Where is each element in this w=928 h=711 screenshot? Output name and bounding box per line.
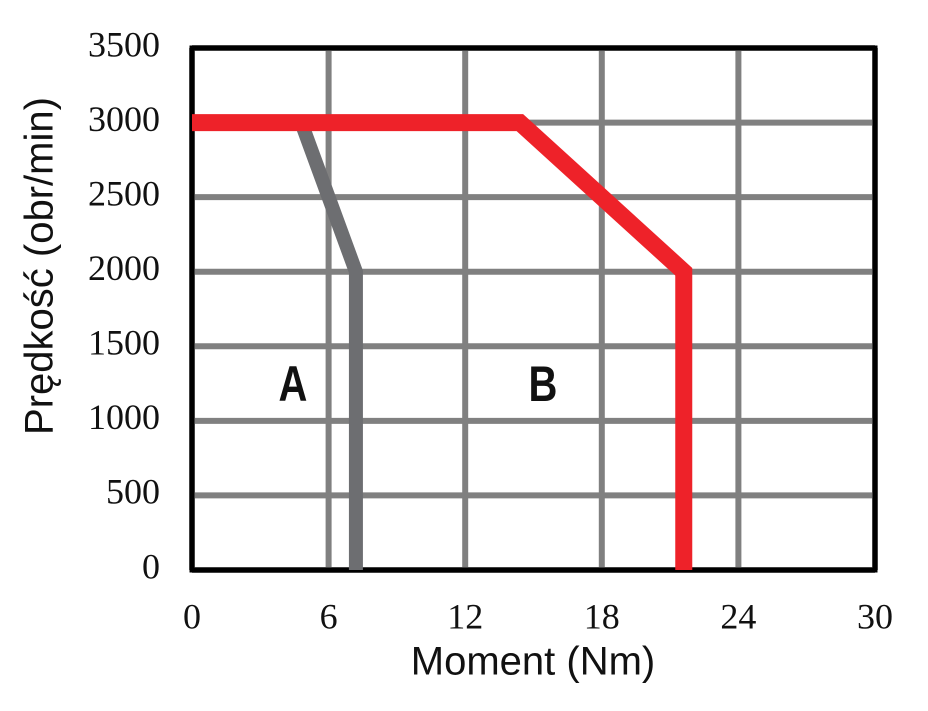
x-axis-title: Moment (Nm) — [411, 640, 655, 684]
x-tick-label: 18 — [584, 596, 620, 636]
y-tick-label: 1000 — [88, 397, 160, 437]
x-tick-label: 24 — [720, 596, 756, 636]
annotation: B — [529, 356, 558, 412]
y-tick-label: 2000 — [88, 248, 160, 288]
y-tick-label: 2500 — [88, 173, 160, 213]
x-tick-label: 12 — [447, 596, 483, 636]
series-line — [294, 120, 363, 570]
series-line — [192, 114, 693, 570]
annotation: A — [279, 356, 308, 412]
y-tick-label: 0 — [142, 546, 160, 586]
y-tick-label: 1500 — [88, 323, 160, 363]
x-tick-label: 30 — [857, 596, 893, 636]
y-axis-title: Prędkość (obr/min) — [18, 97, 62, 435]
x-tick-label: 0 — [183, 596, 201, 636]
x-tick-label: 6 — [320, 596, 338, 636]
y-tick-label: 3000 — [88, 99, 160, 139]
plot-frame — [189, 45, 878, 573]
y-tick-label: 500 — [106, 472, 160, 512]
y-tick-label: 3500 — [88, 24, 160, 64]
